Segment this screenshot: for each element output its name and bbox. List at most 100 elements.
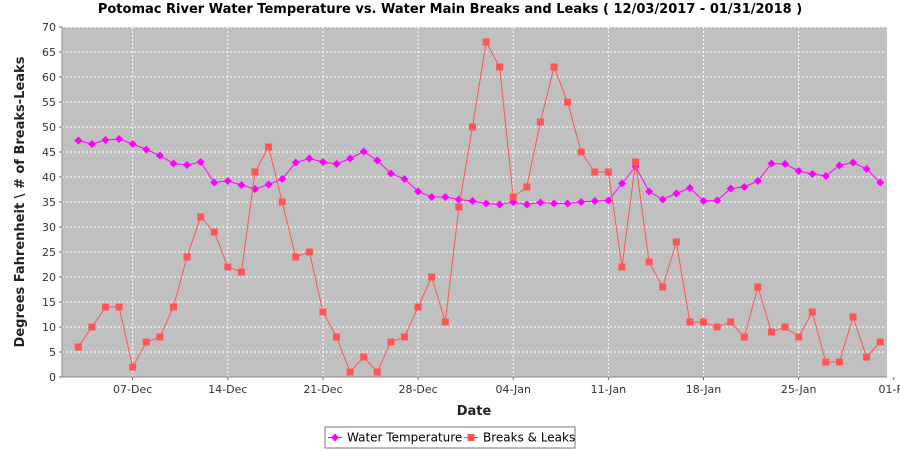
water-temperature-point <box>373 156 382 165</box>
water-temperature-point <box>386 169 395 178</box>
legend-marker <box>331 433 339 442</box>
breaks-leaks-point <box>727 318 735 326</box>
breaks-leaks-point <box>74 343 82 351</box>
water-temperature-point <box>101 136 110 144</box>
breaks-leaks-point <box>115 303 123 311</box>
breaks-leaks-point <box>536 118 544 126</box>
breaks-leaks-point <box>468 123 476 131</box>
breaks-leaks-point <box>237 268 245 276</box>
water-temperature-point <box>183 161 192 169</box>
water-temperature-point <box>468 197 477 205</box>
water-temperature-point <box>753 177 762 185</box>
water-temperature-point <box>128 140 137 148</box>
water-temperature-point <box>794 167 803 175</box>
breaks-leaks-series <box>74 38 884 376</box>
breaks-leaks-point <box>441 318 449 326</box>
y-tick-label: 5 <box>49 346 56 359</box>
y-tick-label: 25 <box>42 246 56 259</box>
water-temperature-point <box>699 197 708 205</box>
breaks-leaks-point <box>754 283 762 291</box>
breaks-leaks-point <box>88 323 96 331</box>
breaks-leaks-point <box>333 333 341 341</box>
breaks-leaks-point <box>210 228 218 236</box>
breaks-leaks-point <box>156 333 164 341</box>
water-temperature-point <box>672 189 681 198</box>
water-temperature-point <box>862 165 871 173</box>
breaks-leaks-point <box>346 368 354 376</box>
breaks-leaks-point <box>577 148 585 156</box>
y-tick-label: 45 <box>42 146 56 159</box>
water-temperature-point <box>835 161 844 170</box>
breaks-leaks-point <box>224 263 232 271</box>
breaks-leaks-point <box>169 303 177 311</box>
legend-item-water-temperature: Water Temperature <box>328 431 462 445</box>
y-tick-label: 70 <box>42 21 56 34</box>
x-tick-label: 07-Dec <box>113 383 152 396</box>
breaks-leaks-point <box>414 303 422 311</box>
water-temperature-point <box>115 135 124 143</box>
x-tick-label: 01-Fe <box>879 383 900 396</box>
breaks-leaks-point <box>564 98 572 106</box>
y-tick-label: 20 <box>42 271 56 284</box>
water-temperature-point <box>577 198 586 206</box>
x-tick-label: 18-Jan <box>686 383 722 396</box>
breaks-leaks-point <box>835 358 843 366</box>
water-temperature-series <box>74 135 885 209</box>
x-tick-label: 21-Dec <box>303 383 342 396</box>
water-temperature-point <box>441 193 450 201</box>
water-temperature-point <box>685 184 694 192</box>
breaks-leaks-point <box>360 353 368 361</box>
x-tick-label: 04-Jan <box>495 383 531 396</box>
water-temperature-point <box>169 159 178 168</box>
water-temperature-point <box>550 199 559 208</box>
breaks-leaks-point <box>781 323 789 331</box>
breaks-leaks-point <box>604 168 612 176</box>
breaks-leaks-point <box>455 203 463 211</box>
breaks-leaks-point <box>876 338 884 346</box>
water-temperature-point <box>617 179 626 188</box>
legend-label: Breaks & Leaks <box>483 431 575 445</box>
x-axis-label: Date <box>457 404 492 419</box>
y-tick-label: 50 <box>42 121 56 134</box>
breaks-leaks-point <box>700 318 708 326</box>
x-tick-label: 11-Jan <box>591 383 627 396</box>
breaks-leaks-point <box>550 63 558 71</box>
breaks-leaks-point <box>740 333 748 341</box>
series-layer <box>74 38 885 376</box>
breaks-leaks-point <box>305 248 313 256</box>
breaks-leaks-point <box>373 368 381 376</box>
breaks-leaks-point <box>387 338 395 346</box>
y-tick-label: 30 <box>42 221 56 234</box>
y-axis: 0 5 10 15 20 25 30 35 40 45 50 55 60 65 70 <box>42 21 63 384</box>
breaks-leaks-point <box>292 253 300 261</box>
water-temperature-point <box>522 200 531 209</box>
x-tick-label: 25-Jan <box>781 383 817 396</box>
y-tick-label: 15 <box>42 296 56 309</box>
water-temperature-point <box>740 183 749 191</box>
water-temperature-point <box>876 178 885 187</box>
breaks-leaks-point <box>142 338 150 346</box>
water-temperature-point <box>713 196 722 205</box>
breaks-leaks-point <box>319 308 327 316</box>
breaks-leaks-point <box>808 308 816 316</box>
water-temperature-point <box>849 158 858 167</box>
water-temperature-point <box>346 154 355 163</box>
breaks-leaks-point <box>428 273 436 281</box>
breaks-leaks-point <box>767 328 775 336</box>
breaks-leaks-point <box>618 263 626 271</box>
water-temperature-point <box>767 159 776 168</box>
water-temperature-point <box>155 151 164 160</box>
water-temperature-point <box>74 136 83 145</box>
water-temperature-point <box>264 180 273 189</box>
water-temperature-point <box>658 195 667 204</box>
x-axis: 07-Dec 14-Dec 21-Dec 28-Dec 04-Jan 11-Jan 18-J… <box>62 376 900 396</box>
water-temperature-point <box>332 160 341 168</box>
water-temperature-point <box>781 160 790 168</box>
water-temperature-point <box>482 199 491 208</box>
breaks-leaks-point <box>591 168 599 176</box>
water-temperature-point <box>305 154 314 163</box>
breaks-leaks-point <box>849 313 857 321</box>
y-tick-label: 65 <box>42 46 56 59</box>
breaks-leaks-point <box>659 283 667 291</box>
breaks-leaks-point <box>482 38 490 46</box>
